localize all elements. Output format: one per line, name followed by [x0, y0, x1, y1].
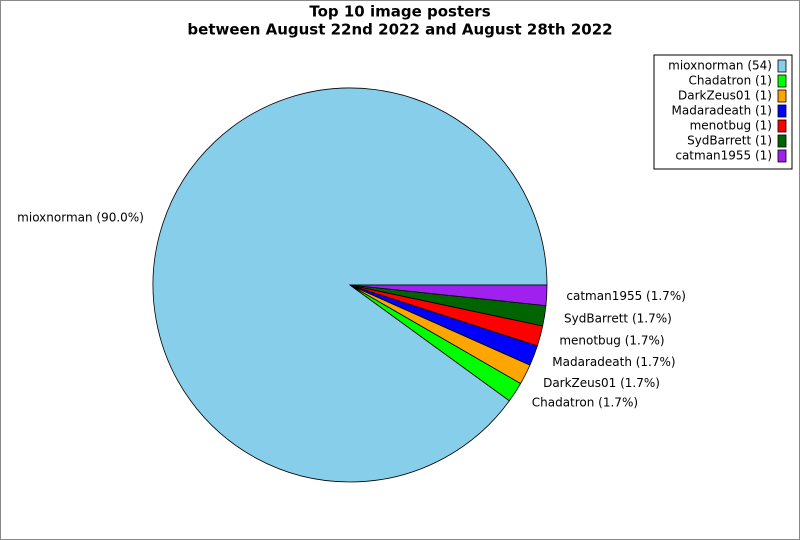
slice-label: SydBarrett (1.7%)	[564, 311, 672, 325]
slice-label: Madaradeath (1.7%)	[552, 355, 675, 369]
legend-swatch	[777, 89, 787, 103]
legend-box	[653, 54, 793, 170]
chart-subtitle: between August 22nd 2022 and August 28th…	[187, 21, 612, 39]
slice-label: catman1955 (1.7%)	[566, 289, 686, 303]
legend-swatch	[777, 104, 787, 118]
legend-swatch	[777, 134, 787, 148]
slice-label: DarkZeus01 (1.7%)	[543, 376, 660, 390]
slice-label: menotbug (1.7%)	[559, 334, 664, 348]
chart-title: Top 10 image posters	[309, 3, 490, 21]
legend-swatch	[777, 59, 787, 73]
legend-label: mioxnorman (54)	[668, 59, 772, 73]
legend-swatch	[777, 119, 787, 133]
legend-label: menotbug (1)	[690, 119, 772, 133]
slice-label: mioxnorman (90.0%)	[17, 211, 144, 225]
slice-label: Chadatron (1.7%)	[532, 396, 638, 410]
pie-slice	[349, 284, 548, 307]
legend-label: catman1955 (1)	[675, 149, 772, 163]
legend-label: DarkZeus01 (1)	[678, 89, 772, 103]
legend-label: SydBarrett (1)	[687, 134, 772, 148]
legend-label: Chadatron (1)	[689, 74, 772, 88]
legend-label: Madaradeath (1)	[672, 104, 772, 118]
legend-swatch	[777, 74, 787, 88]
legend-swatch	[777, 149, 787, 163]
